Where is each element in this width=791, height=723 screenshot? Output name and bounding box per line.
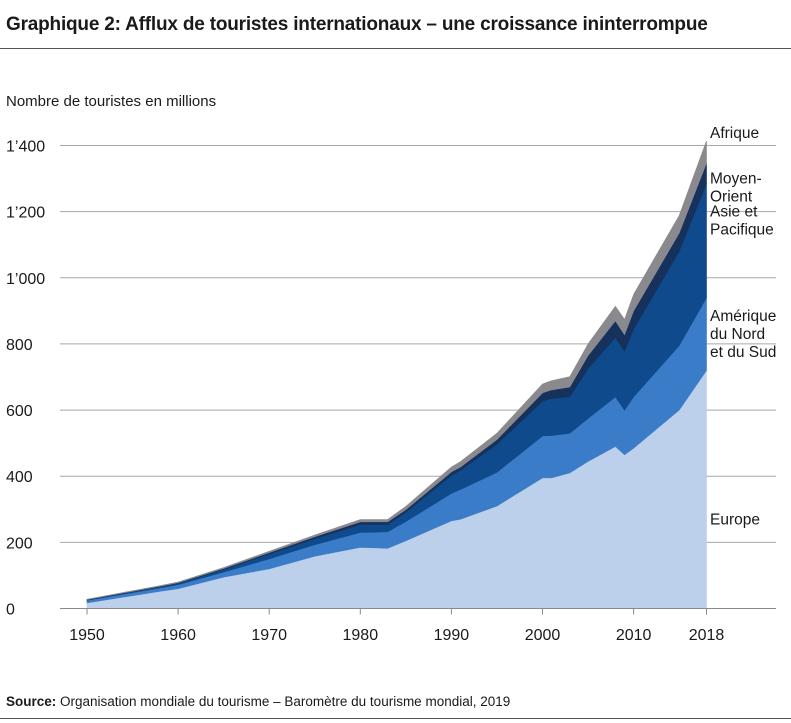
- y-tick-label: 0: [6, 602, 15, 619]
- x-tick-label: 2000: [525, 627, 561, 644]
- area-afrique: [86, 140, 707, 600]
- region-label-line: Moyen-: [710, 170, 762, 187]
- x-tick-label: 1950: [69, 627, 105, 644]
- x-tick-label: 2010: [616, 627, 652, 644]
- region-label-line: Asie et: [710, 204, 758, 221]
- region-label: Asie et Pacifique: [710, 204, 774, 239]
- source-text: Organisation mondiale du tourisme – Baro…: [56, 694, 511, 709]
- region-label-line: Amérique: [710, 308, 776, 325]
- region-label-line: Europe: [710, 511, 760, 528]
- source-note: Source: Organisation mondiale du tourism…: [6, 694, 510, 709]
- y-tick-label: 1’400: [6, 139, 45, 156]
- y-tick-label: 1’000: [6, 271, 45, 288]
- top-divider: [0, 48, 791, 49]
- y-tick-label: 200: [6, 535, 33, 552]
- region-label-line: Orient: [710, 188, 753, 205]
- region-label-line: Afrique: [710, 125, 759, 142]
- y-tick-label: 1’200: [6, 205, 45, 222]
- x-tick-label: 1970: [251, 627, 287, 644]
- region-label-line: Pacifique: [710, 222, 774, 239]
- region-label: Afrique: [710, 125, 759, 142]
- bottom-divider: [0, 718, 791, 719]
- region-label: Amérique du Nord et du Sud: [710, 308, 776, 361]
- region-label: Europe: [710, 511, 760, 528]
- x-tick-label: 1990: [434, 627, 470, 644]
- y-tick-label: 600: [6, 403, 33, 420]
- y-tick-label: 800: [6, 337, 33, 354]
- y-tick-label: 400: [6, 469, 33, 486]
- region-label: Moyen-Orient: [710, 170, 762, 205]
- region-label-line: et du Sud: [710, 344, 776, 361]
- x-tick-label: 1960: [160, 627, 196, 644]
- chart-title: Graphique 2: Afflux de touristes interna…: [6, 14, 708, 35]
- region-label-line: du Nord: [710, 326, 765, 343]
- source-label: Source:: [6, 694, 57, 709]
- x-tick-label: 1980: [343, 627, 379, 644]
- y-axis-label: Nombre de touristes en millions: [6, 93, 217, 110]
- x-tick-label: 2018: [689, 627, 725, 644]
